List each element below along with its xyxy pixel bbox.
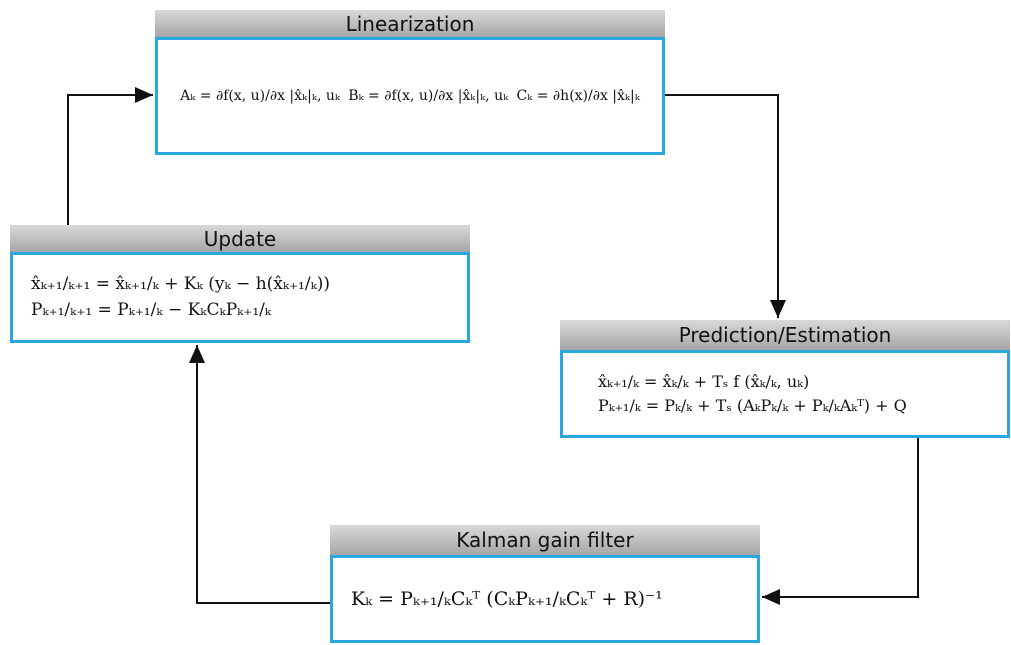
node-box: x̂ₖ₊₁/ₖ₊₁ = x̂ₖ₊₁/ₖ + Kₖ (yₖ − h(x̂ₖ₊₁/ₖ…: [10, 252, 470, 343]
equation: Aₖ = ∂f(x, u)/∂x |x̂ₖ|ₖ, uₖ: [180, 87, 340, 104]
node-box: Kₖ = Pₖ₊₁/ₖCₖᵀ (CₖPₖ₊₁/ₖCₖᵀ + R)⁻¹: [330, 555, 760, 643]
node-title: Prediction/Estimation: [560, 320, 1010, 350]
equation: Kₖ = Pₖ₊₁/ₖCₖᵀ (CₖPₖ₊₁/ₖCₖᵀ + R)⁻¹: [351, 587, 663, 610]
equation: Bₖ = ∂f(x, u)/∂x |x̂ₖ|ₖ, uₖ: [348, 87, 509, 104]
equation: Cₖ = ∂h(x)/∂x |x̂ₖ|ₖ: [516, 87, 640, 104]
node-box: x̂ₖ₊₁/ₖ = x̂ₖ/ₖ + Tₛ f (x̂ₖ/ₖ, uₖ) Pₖ₊₁/…: [560, 350, 1010, 438]
arrow: [665, 94, 786, 318]
equation: Pₖ₊₁/ₖ₊₁ = Pₖ₊₁/ₖ − KₖCₖPₖ₊₁/ₖ: [31, 299, 272, 320]
equation: x̂ₖ₊₁/ₖ = x̂ₖ/ₖ + Tₛ f (x̂ₖ/ₖ, uₖ): [598, 372, 810, 391]
arrow: [762, 438, 919, 605]
arrow: [189, 345, 330, 604]
equation: x̂ₖ₊₁/ₖ₊₁ = x̂ₖ₊₁/ₖ + Kₖ (yₖ − h(x̂ₖ₊₁/ₖ…: [31, 274, 331, 294]
arrow: [67, 87, 153, 225]
equation: Pₖ₊₁/ₖ = Pₖ/ₖ + Tₛ (AₖPₖ/ₖ + Pₖ/ₖAₖᵀ) + …: [598, 396, 907, 415]
node-title: Update: [10, 225, 470, 252]
node-box: Aₖ = ∂f(x, u)/∂x |x̂ₖ|ₖ, uₖ Bₖ = ∂f(x, u…: [155, 37, 665, 155]
node-title: Linearization: [155, 10, 665, 37]
node-title: Kalman gain filter: [330, 525, 760, 555]
